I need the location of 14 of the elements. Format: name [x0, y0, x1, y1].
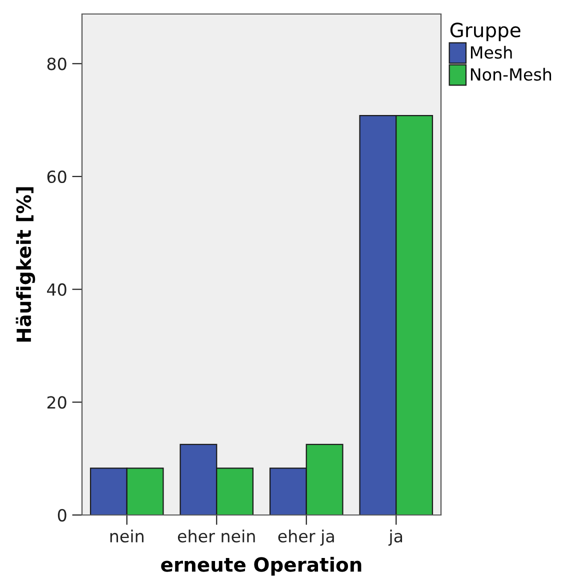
y-tick-label: 20 — [47, 396, 66, 409]
y-tick-label: 40 — [47, 283, 66, 296]
x-axis-title: erneute Operation — [161, 556, 362, 576]
x-tick-label: eher ja — [278, 530, 334, 546]
y-axis-title: Häufigkeit [%] — [16, 187, 36, 342]
x-tick-label: ja — [388, 530, 402, 546]
legend-title: Gruppe — [450, 22, 520, 42]
y-tick-label: 0 — [58, 508, 66, 522]
y-tick-label: 80 — [47, 58, 66, 70]
x-tick-label: eher nein — [178, 530, 255, 542]
legend-label: Non-Mesh — [470, 68, 552, 81]
legend-label: Mesh — [470, 46, 512, 59]
y-tick-label: 60 — [47, 170, 66, 184]
x-tick-label: nein — [110, 530, 144, 542]
